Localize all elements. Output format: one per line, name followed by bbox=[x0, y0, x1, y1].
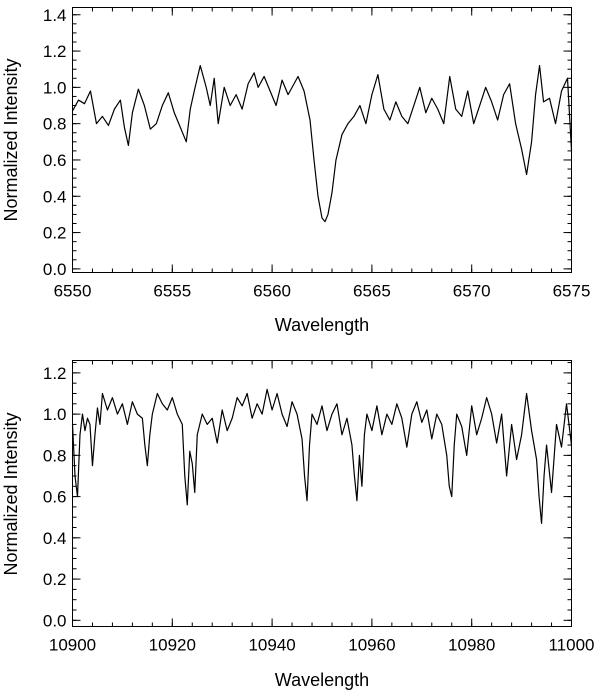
top-x-axis: 6550 6555 6560 6565 6570 6575 bbox=[54, 7, 591, 301]
top-x-tick-label: 6550 bbox=[54, 282, 92, 301]
top-spectrum-line bbox=[71, 64, 573, 223]
bottom-y-tick-label: 0.6 bbox=[43, 488, 67, 507]
bottom-x-axis-label: Wavelength bbox=[275, 670, 369, 690]
top-x-tick-label: 6575 bbox=[553, 282, 591, 301]
top-plot-frame bbox=[72, 7, 572, 273]
top-spectrum-panel: 0.0 0.2 0.4 0.6 0.8 1.0 1.2 1.4 6550 6555 6560 656… bbox=[1, 6, 590, 335]
top-x-tick-label: 6560 bbox=[253, 282, 291, 301]
top-y-tick-label: 0.0 bbox=[43, 260, 67, 279]
bottom-y-tick-label: 0.2 bbox=[43, 570, 67, 589]
top-y-tick-label: 1.4 bbox=[43, 6, 67, 25]
bottom-spectrum-line bbox=[71, 388, 573, 524]
top-y-axis: 0.0 0.2 0.4 0.6 0.8 1.0 1.2 1.4 bbox=[43, 6, 572, 279]
bottom-x-tick-label: 10960 bbox=[348, 636, 395, 655]
bottom-y-tick-label: 0.0 bbox=[43, 611, 67, 630]
top-y-tick-label: 0.2 bbox=[43, 224, 67, 243]
top-y-tick-label: 1.0 bbox=[43, 78, 67, 97]
bottom-y-axis: 0.0 0.2 0.4 0.6 0.8 1.0 1.2 bbox=[43, 362, 572, 630]
bottom-y-axis-label: Normalized Intensity bbox=[1, 412, 21, 575]
bottom-y-tick-label: 0.8 bbox=[43, 446, 67, 465]
bottom-x-axis: 10900 10920 10940 10960 10980 11000 bbox=[49, 360, 595, 655]
bottom-x-tick-label: 10900 bbox=[49, 636, 96, 655]
bottom-y-tick-label: 0.4 bbox=[43, 529, 67, 548]
top-y-axis-label: Normalized Intensity bbox=[1, 58, 21, 221]
bottom-x-tick-label: 11000 bbox=[548, 636, 594, 655]
bottom-spectrum-panel: 0.00.20.40.60.81.01.2 10900 10920 10940 109… bbox=[1, 360, 595, 690]
top-x-axis-label: Wavelength bbox=[275, 315, 369, 335]
top-x-tick-label: 6570 bbox=[453, 282, 491, 301]
bottom-x-tick-label: 10980 bbox=[448, 636, 495, 655]
bottom-plot-frame bbox=[72, 360, 572, 627]
bottom-x-tick-label: 10920 bbox=[149, 636, 196, 655]
top-y-tick-label: 0.4 bbox=[43, 187, 67, 206]
top-y-tick-label: 1.2 bbox=[43, 42, 67, 61]
top-x-tick-label: 6555 bbox=[153, 282, 191, 301]
top-x-tick-label: 6565 bbox=[353, 282, 391, 301]
top-y-tick-label: 0.6 bbox=[43, 151, 67, 170]
bottom-y-tick-label: 1.2 bbox=[43, 364, 67, 383]
bottom-y-tick-label: 1.0 bbox=[43, 405, 67, 424]
top-y-tick-label: 0.8 bbox=[43, 115, 67, 134]
bottom-x-tick-label: 10940 bbox=[248, 636, 295, 655]
